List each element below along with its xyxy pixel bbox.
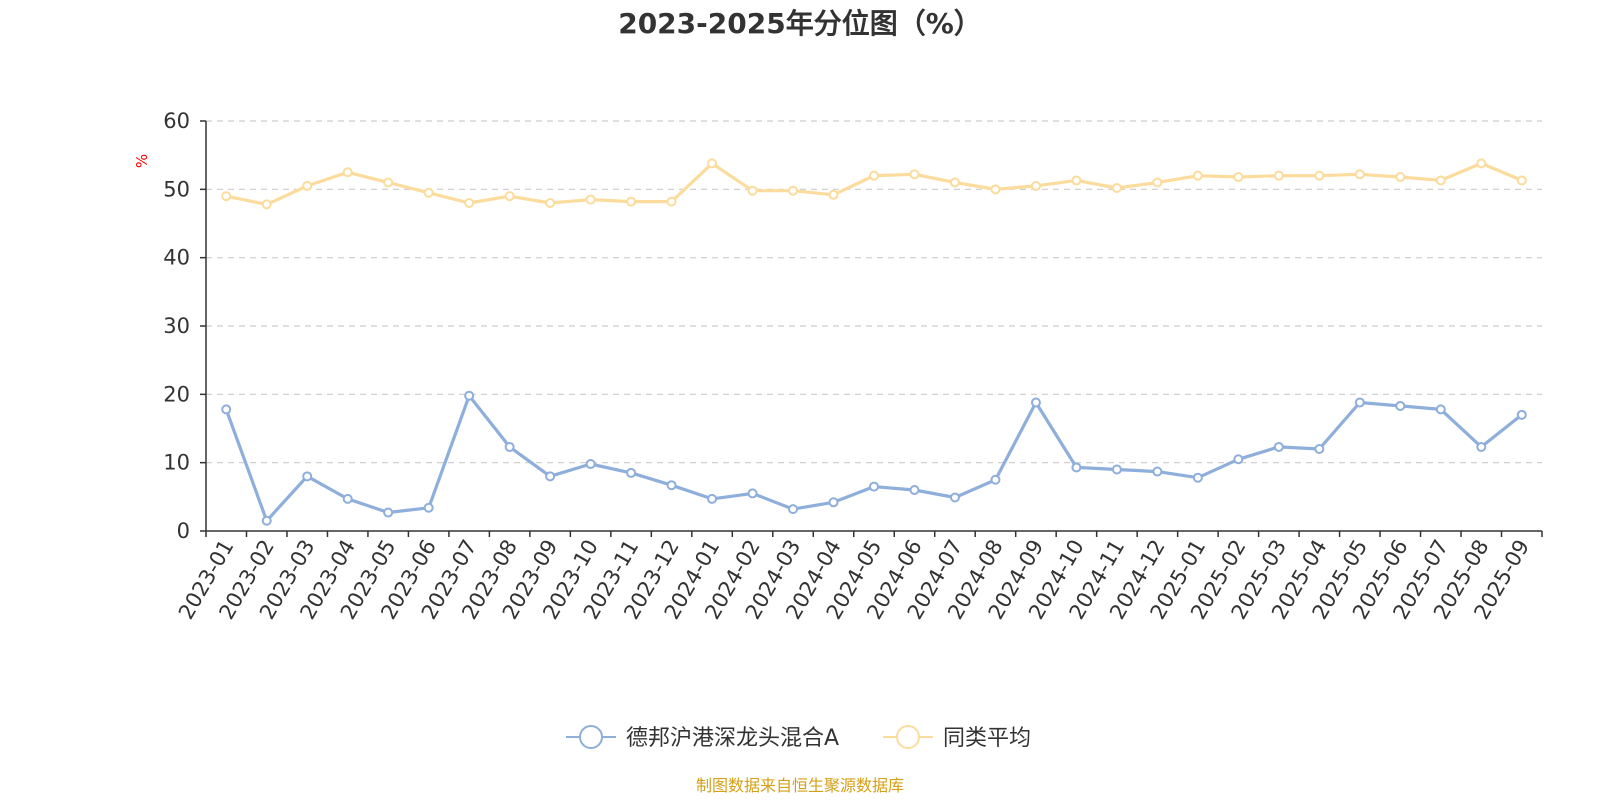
data-point (1314, 170, 1325, 181)
data-point (949, 177, 960, 188)
data-point (666, 196, 677, 207)
data-point (1273, 170, 1284, 181)
data-point (1233, 454, 1244, 465)
data-point (1516, 175, 1527, 186)
data-point (666, 480, 677, 491)
y-tick-label: 20 (163, 382, 190, 406)
data-point (788, 185, 799, 196)
data-point (261, 199, 272, 210)
data-point (909, 169, 920, 180)
data-point (828, 189, 839, 200)
data-point (342, 493, 353, 504)
data-source-note: 制图数据来自恒生聚源数据库 (696, 776, 904, 795)
data-point (383, 177, 394, 188)
data-point (788, 504, 799, 515)
data-point (585, 459, 596, 470)
data-point (1030, 180, 1041, 191)
data-point (1030, 397, 1041, 408)
chart-title: 2023-2025年分位图（%） (618, 7, 982, 40)
data-point (1192, 472, 1203, 483)
y-tick-label: 50 (163, 177, 190, 201)
data-point (1354, 397, 1365, 408)
data-point (423, 187, 434, 198)
data-point (707, 158, 718, 169)
legend-label: 同类平均 (943, 726, 1031, 751)
data-point (504, 441, 515, 452)
legend-label: 德邦沪港深龙头混合A (626, 726, 839, 751)
legend-item-2[interactable]: 同类平均 (883, 725, 1031, 751)
data-point (261, 515, 272, 526)
legend-item-1[interactable]: 德邦沪港深龙头混合A (566, 725, 839, 751)
data-point (545, 198, 556, 208)
data-point (545, 471, 556, 482)
legend-marker (579, 725, 603, 749)
y-tick-label: 10 (163, 451, 190, 475)
data-point (1233, 172, 1244, 183)
y-axis-unit-label: % (133, 154, 151, 168)
y-tick-label: 60 (163, 109, 190, 133)
data-point (1395, 400, 1406, 411)
data-point (221, 191, 232, 202)
data-point (707, 493, 718, 504)
series-2 (221, 158, 1527, 210)
data-point (949, 492, 960, 503)
data-point (464, 198, 475, 208)
data-point (909, 485, 920, 495)
data-point (1435, 404, 1446, 415)
data-point (1111, 182, 1122, 193)
data-point (1152, 466, 1163, 477)
y-tick-label: 40 (163, 246, 190, 270)
data-point (1071, 175, 1082, 186)
data-point (464, 390, 475, 401)
series-1 (221, 390, 1527, 526)
data-point (383, 507, 394, 518)
data-point (1273, 441, 1284, 452)
data-point (1476, 441, 1487, 452)
data-point (990, 474, 1001, 485)
data-point (1192, 170, 1203, 181)
data-point (626, 196, 637, 207)
data-point (1314, 444, 1325, 454)
data-point (585, 194, 596, 205)
legend-marker (896, 725, 920, 749)
data-point (828, 497, 839, 508)
data-point (747, 488, 758, 499)
series-lines (221, 158, 1527, 526)
series-line (225, 161, 1523, 206)
series-line (224, 394, 1523, 523)
data-point (1111, 464, 1122, 475)
y-tick-label: 0 (177, 519, 190, 543)
data-point (1395, 172, 1406, 183)
data-point (869, 170, 879, 181)
data-point (302, 180, 313, 191)
data-point (1071, 462, 1082, 473)
data-point (1516, 409, 1527, 420)
grid-lines (206, 120, 1542, 464)
data-point (302, 471, 313, 482)
data-point (1435, 175, 1446, 186)
data-point (1152, 177, 1163, 188)
data-point (990, 184, 1001, 195)
data-point (869, 481, 879, 492)
y-tick-label: 30 (163, 314, 190, 338)
data-point (1476, 158, 1487, 169)
data-point (342, 167, 353, 178)
legend[interactable]: 德邦沪港深龙头混合A 同类平均 (566, 725, 1031, 751)
data-point (221, 404, 232, 415)
data-point (504, 191, 515, 202)
data-point (423, 502, 434, 513)
data-point (747, 185, 758, 196)
data-point (626, 467, 637, 478)
data-point (1354, 169, 1365, 180)
